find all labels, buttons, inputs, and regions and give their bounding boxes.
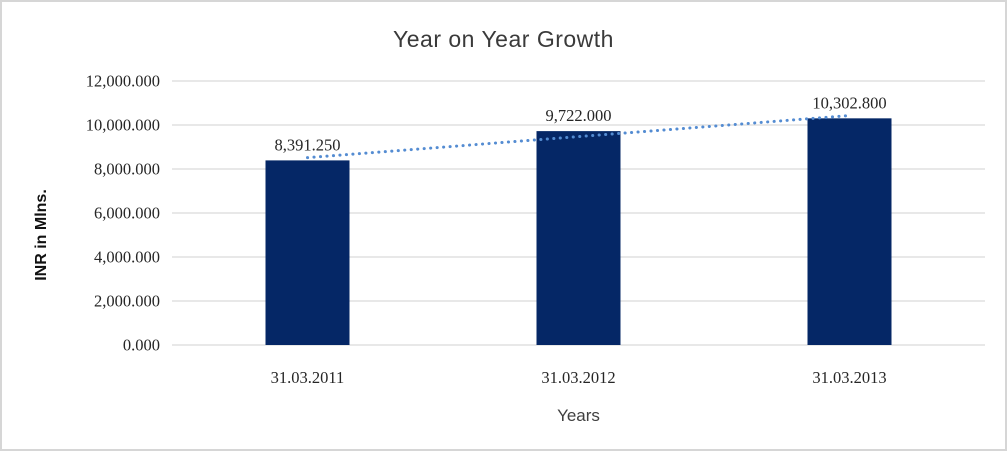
y-tick-label: 4,000.000 <box>94 248 160 267</box>
y-tick-label: 10,000.000 <box>86 116 160 135</box>
y-tick-label: 12,000.000 <box>86 72 160 91</box>
bar-data-label: 10,302.800 <box>812 93 886 112</box>
y-tick-label: 0.000 <box>123 336 160 355</box>
x-tick-label: 31.03.2011 <box>271 368 345 387</box>
x-tick-label: 31.03.2012 <box>541 368 615 387</box>
y-tick-label: 2,000.000 <box>94 292 160 311</box>
trendline <box>306 114 851 160</box>
y-tick-label: 6,000.000 <box>94 204 160 223</box>
x-tick-label: 31.03.2013 <box>812 368 886 387</box>
bar <box>807 118 892 345</box>
x-axis-title: Years <box>557 406 600 425</box>
chart-title: Year on Year Growth <box>393 26 614 52</box>
bar <box>536 131 621 345</box>
bar <box>265 160 350 345</box>
bar-data-label: 8,391.250 <box>275 135 341 154</box>
bar-data-label: 9,722.000 <box>546 106 612 125</box>
y-tick-label: 8,000.000 <box>94 160 160 179</box>
